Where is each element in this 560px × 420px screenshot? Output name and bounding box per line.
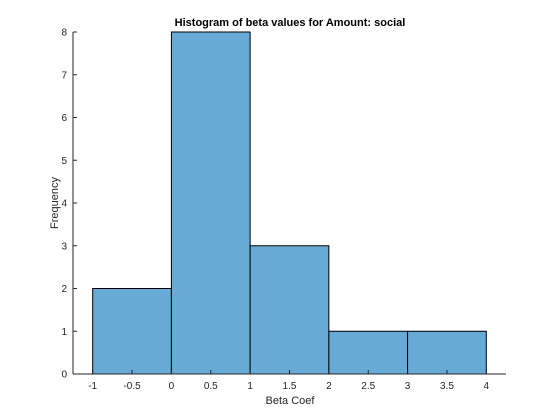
y-tick-label: 2 [61,284,67,295]
y-tick-label: 1 [61,327,67,338]
y-tick-label: 6 [61,113,67,124]
bars-group [92,31,487,375]
histogram-bar-4 [407,330,487,375]
x-ticks-group: -1 -0.5 0 0.5 1 1.5 2 2.5 3 3.5 4 [88,370,490,392]
y-tick-label: 3 [61,241,67,252]
histogram-bar-3 [328,330,409,375]
y-tick-label: 8 [61,28,67,39]
y-tick-label: 5 [61,156,67,167]
x-tick-label: 0 [169,381,175,392]
x-tick-label: 1 [247,381,253,392]
y-axis-label: Frequency [49,177,61,229]
x-tick-label: 0.5 [204,381,218,392]
x-tick-label: -1 [88,381,97,392]
x-tick-label: 4 [484,381,490,392]
y-tick-label: 4 [61,199,67,210]
y-ticks-group: 0 1 2 3 4 5 6 7 8 [61,28,77,381]
x-tick-label: 2 [326,381,332,392]
x-axis-label: Beta Coef [266,395,316,407]
x-tick-label: -0.5 [123,381,141,392]
y-tick-label: 0 [61,370,67,381]
x-tick-label: 3 [405,381,411,392]
x-tick-label: 2.5 [361,381,375,392]
histogram-bar-0 [92,288,172,375]
histogram-bar-2 [249,245,330,375]
chart-title: Histogram of beta values for Amount: soc… [175,17,406,29]
histogram-bar-1 [170,31,251,375]
x-tick-label: 1.5 [283,381,297,392]
y-tick-label: 7 [61,70,67,81]
x-tick-label: 3.5 [440,381,454,392]
